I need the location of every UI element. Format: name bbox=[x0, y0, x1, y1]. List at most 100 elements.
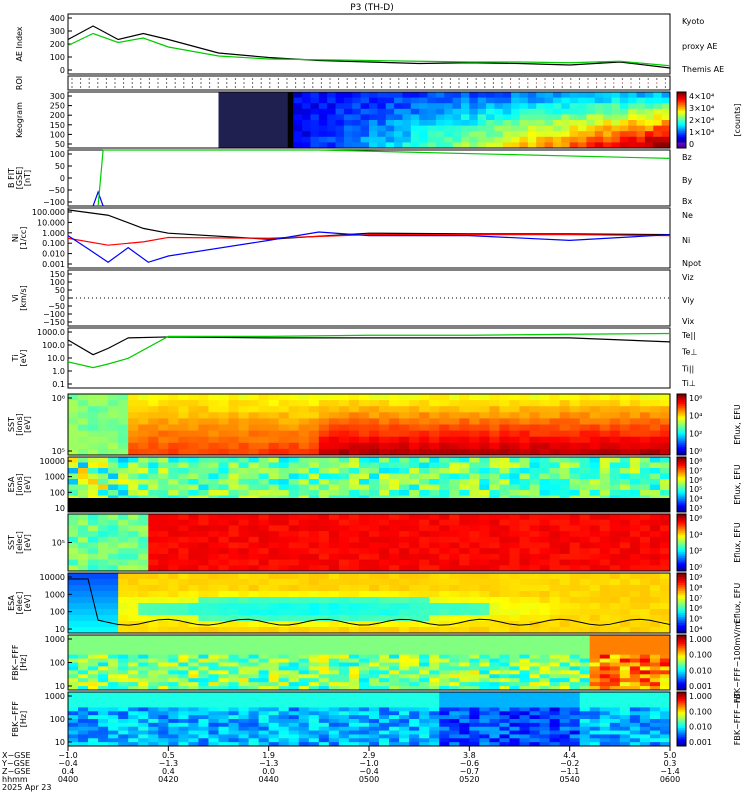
spectrogram-cell bbox=[68, 678, 79, 683]
spectrogram-cell bbox=[529, 722, 541, 728]
keogram-cell bbox=[394, 108, 403, 115]
spectrogram-cell bbox=[629, 707, 641, 712]
spectrogram-cell bbox=[218, 484, 230, 491]
spectrogram-cell bbox=[138, 658, 149, 663]
spectrogram-cell bbox=[298, 726, 310, 732]
spectrogram-cell bbox=[389, 738, 400, 743]
keogram-cell bbox=[619, 92, 629, 99]
spectrogram-cell bbox=[539, 603, 551, 610]
spectrogram-cell bbox=[128, 430, 139, 438]
spectrogram-cell bbox=[469, 635, 480, 640]
spectrogram-cell bbox=[469, 719, 480, 724]
keogram-cell bbox=[494, 97, 504, 104]
spectrogram-cell bbox=[639, 722, 651, 728]
spectrogram-cell bbox=[358, 559, 370, 566]
spectrogram-cell bbox=[348, 559, 360, 566]
spectrogram-cell bbox=[559, 424, 571, 432]
spectrogram-cell bbox=[389, 559, 400, 566]
spectrogram-cell bbox=[158, 730, 169, 735]
spectrogram-cell bbox=[489, 638, 500, 644]
spectrogram-cell bbox=[589, 734, 601, 739]
spectrogram-cell bbox=[138, 703, 149, 708]
spectrogram-cell bbox=[188, 719, 199, 724]
spectrogram-cell bbox=[288, 462, 300, 469]
spectrogram-cell bbox=[198, 635, 209, 640]
spectrogram-cell bbox=[569, 686, 581, 691]
spectrogram-cell bbox=[409, 686, 420, 691]
spectrogram-cell bbox=[599, 531, 611, 538]
keogram-cell bbox=[527, 108, 537, 115]
spectrogram-cell bbox=[358, 686, 370, 691]
spectrogram-cell bbox=[338, 609, 350, 616]
spectrogram-cell bbox=[489, 615, 500, 622]
keogram-cell bbox=[519, 97, 529, 104]
spectrogram-cell bbox=[479, 565, 490, 572]
spectrogram-cell bbox=[68, 531, 79, 538]
spectrogram-cell bbox=[579, 730, 591, 735]
spectrogram-cell bbox=[579, 642, 591, 648]
spectrogram-cell bbox=[308, 719, 320, 724]
spectrogram-cell bbox=[649, 722, 661, 728]
spectrogram-cell bbox=[369, 468, 380, 474]
spectrogram-cell bbox=[579, 473, 591, 480]
spectrogram-cell bbox=[439, 591, 450, 598]
spectrogram-cell bbox=[128, 646, 139, 652]
spectrogram-cell bbox=[489, 715, 500, 720]
keogram-cell bbox=[494, 142, 504, 149]
spectrogram-cell bbox=[118, 646, 129, 652]
spectrogram-cell bbox=[98, 638, 109, 644]
spectrogram-cell bbox=[308, 457, 320, 463]
spectrogram-cell bbox=[379, 442, 390, 450]
spectrogram-cell bbox=[238, 609, 250, 616]
spectrogram-cell bbox=[288, 479, 300, 485]
spectrogram-cell bbox=[178, 531, 189, 538]
spectrogram-cell bbox=[328, 707, 340, 712]
spectrogram-cell bbox=[188, 658, 199, 663]
spectrogram-cell bbox=[168, 591, 179, 598]
spectrogram-cell bbox=[459, 621, 470, 628]
spectrogram-cell bbox=[419, 615, 430, 622]
spectrogram-cell bbox=[318, 699, 330, 705]
spectrogram-cell bbox=[308, 722, 320, 728]
spectrogram-cell bbox=[218, 627, 230, 634]
colorbar-swatch bbox=[677, 719, 686, 722]
spectrogram-cell bbox=[639, 670, 651, 675]
spectrogram-cell bbox=[469, 490, 480, 496]
spectrogram-cell bbox=[148, 670, 159, 675]
spectrogram-cell bbox=[268, 682, 280, 687]
colorbar-swatch bbox=[677, 477, 686, 480]
colorbar-swatch bbox=[677, 501, 686, 504]
spectrogram-cell bbox=[148, 650, 159, 656]
spectrogram-cell bbox=[258, 585, 270, 592]
colorbar-swatch bbox=[677, 711, 686, 715]
keogram-cell bbox=[394, 131, 403, 138]
spectrogram-cell bbox=[178, 430, 189, 438]
spectrogram-cell bbox=[619, 603, 631, 610]
spectrogram-cell bbox=[288, 692, 300, 697]
legend-ti: Ti|| bbox=[681, 364, 694, 373]
spectrogram-cell bbox=[429, 666, 440, 671]
spectrogram-cell bbox=[88, 646, 99, 652]
spectrogram-cell bbox=[499, 692, 510, 697]
spectrogram-cell bbox=[399, 722, 410, 728]
colorbar-tick-label: 0 bbox=[689, 140, 694, 149]
spectrogram-cell bbox=[499, 457, 510, 463]
spectrogram-cell bbox=[409, 635, 420, 640]
spectrogram-cell bbox=[138, 707, 149, 712]
spectrogram-cell bbox=[429, 591, 440, 598]
spectrogram-cell bbox=[218, 548, 230, 555]
spectrogram-cell bbox=[138, 666, 149, 671]
spectrogram-cell bbox=[579, 548, 591, 555]
spectrogram-cell bbox=[569, 627, 581, 634]
spectrogram-cell bbox=[619, 662, 631, 667]
spectrogram-cell bbox=[559, 536, 571, 543]
spectrogram-cell bbox=[108, 615, 119, 622]
spectrogram-cell bbox=[509, 699, 520, 705]
keogram-cell bbox=[360, 97, 370, 104]
spectrogram-cell bbox=[348, 565, 360, 572]
spectrogram-cell bbox=[519, 514, 531, 521]
spectrogram-cell bbox=[338, 662, 350, 667]
keogram-cell bbox=[477, 125, 487, 132]
spectrogram-cell bbox=[509, 642, 520, 648]
spectrogram-cell bbox=[288, 627, 300, 634]
